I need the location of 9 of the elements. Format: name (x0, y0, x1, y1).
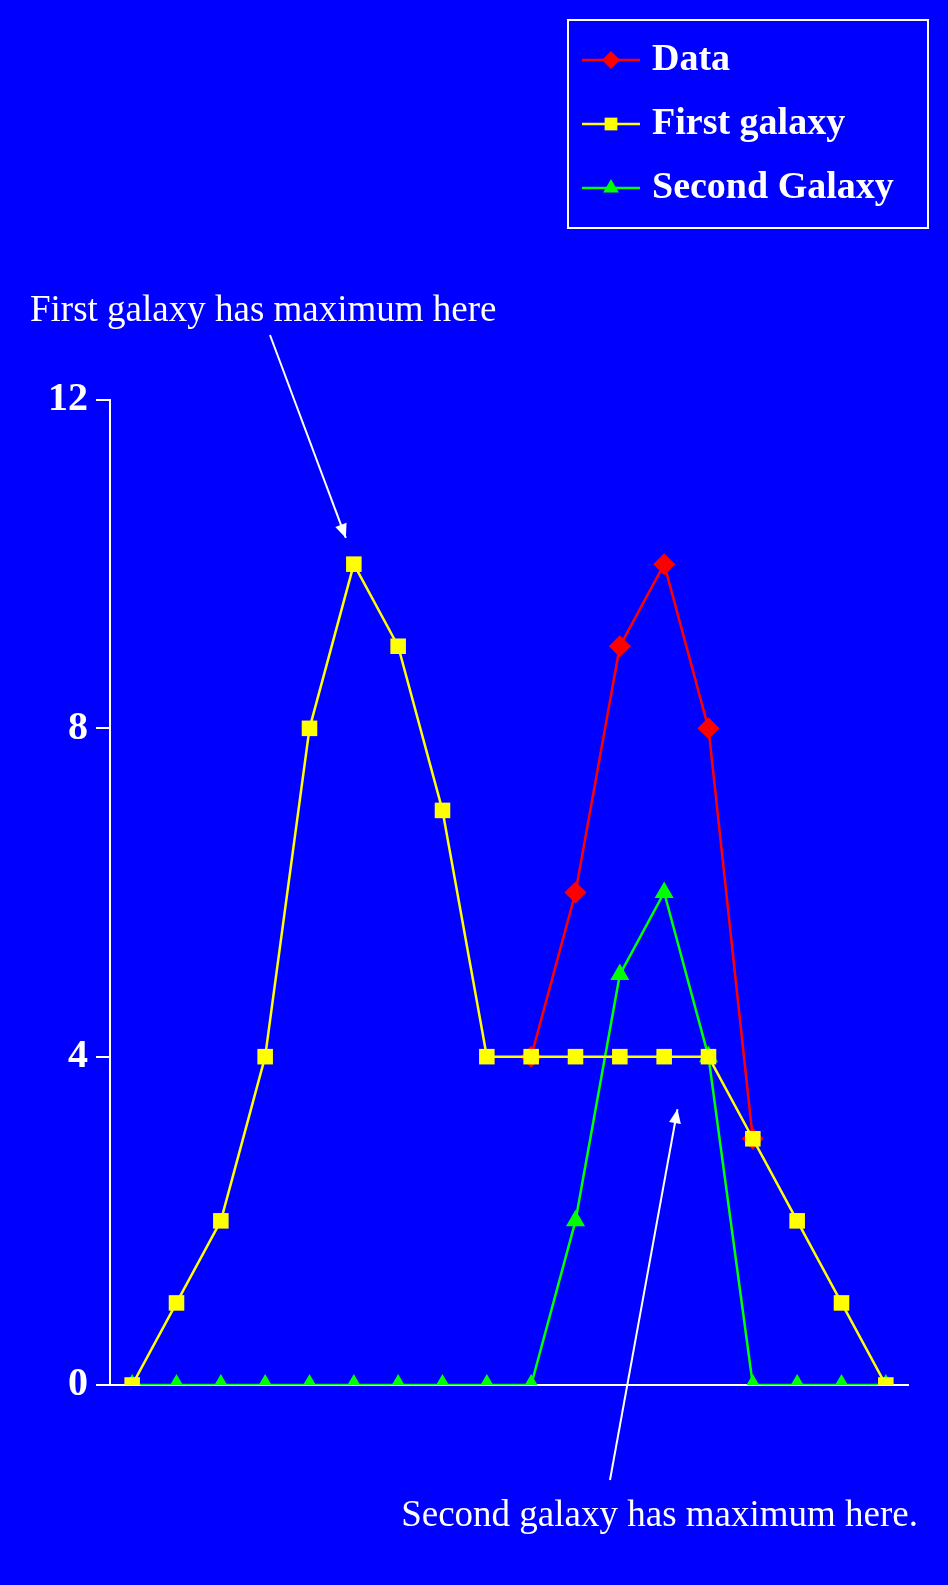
legend-label: First galaxy (652, 99, 846, 142)
text: First galaxy has maximum here (30, 288, 497, 329)
y-tick-label: 4 (68, 1030, 88, 1076)
text: Second galaxy has maximum here. (401, 1493, 918, 1534)
legend-label: Data (652, 35, 731, 78)
legend-label: Second Galaxy (652, 163, 894, 206)
y-tick-label: 8 (68, 702, 88, 748)
y-tick-label: 0 (68, 1359, 88, 1405)
y-tick-label: 12 (48, 374, 88, 420)
